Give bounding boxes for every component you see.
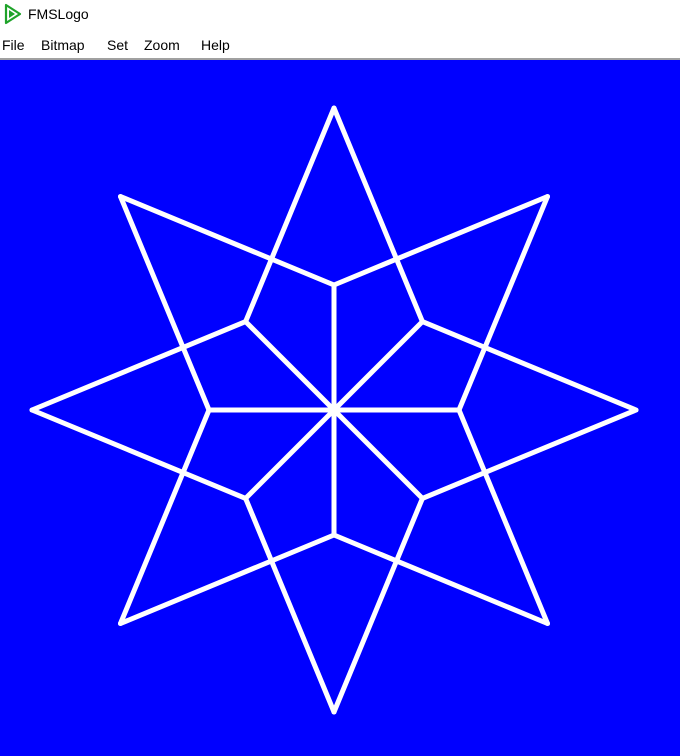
- menu-bar: File Bitmap Set Zoom Help: [0, 33, 680, 57]
- star-spoke: [243, 319, 337, 413]
- star-edge: [331, 105, 425, 325]
- star-edge: [243, 495, 337, 715]
- star-edge: [331, 532, 550, 626]
- window-title: FMSLogo: [28, 6, 89, 22]
- menu-bitmap[interactable]: Bitmap: [41, 37, 85, 53]
- star-edge: [331, 495, 425, 715]
- star-edge: [243, 105, 337, 325]
- star-edge: [29, 407, 249, 501]
- star-spoke: [331, 319, 425, 413]
- title-bar[interactable]: FMSLogo: [0, 0, 680, 30]
- turtle-graphics-drawing: [29, 105, 639, 715]
- star-edge: [456, 407, 550, 626]
- drawing-canvas[interactable]: [0, 60, 680, 756]
- menu-help[interactable]: Help: [201, 37, 230, 53]
- star-edge: [456, 194, 550, 413]
- star-edge: [118, 194, 212, 413]
- star-edge: [29, 319, 249, 413]
- star-spoke: [243, 407, 337, 501]
- menu-set[interactable]: Set: [107, 37, 129, 53]
- fmslogo-play-icon: [4, 3, 22, 25]
- star-edge: [118, 532, 337, 626]
- star-edge: [118, 194, 337, 288]
- star-edge: [331, 194, 550, 288]
- menu-divider: [0, 58, 680, 60]
- star-edge: [118, 407, 212, 626]
- star-edge: [419, 407, 639, 501]
- menu-file[interactable]: File: [2, 37, 25, 53]
- menu-zoom[interactable]: Zoom: [144, 37, 180, 53]
- star-edge: [419, 319, 639, 413]
- star-spoke: [331, 407, 425, 501]
